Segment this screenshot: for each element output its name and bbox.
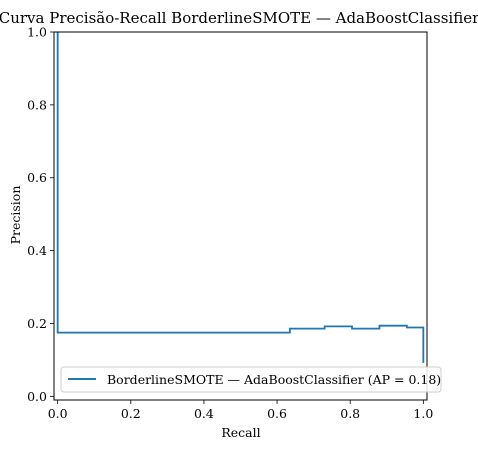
- legend: BorderlineSMOTE — AdaBoostClassifier (AP…: [60, 366, 442, 393]
- y-tick-label: 0.6: [27, 170, 47, 185]
- y-axis-ticks: 0.0 0.2 0.4 0.6 0.8 1.0: [27, 25, 54, 404]
- chart-title: Curva Precisão-Recall BorderlineSMOTE — …: [0, 9, 478, 27]
- x-tick-label: 0.8: [340, 406, 360, 421]
- y-tick-label: 1.0: [27, 25, 47, 40]
- legend-box: [60, 366, 442, 393]
- x-tick-label: 0.2: [121, 406, 141, 421]
- pr-curve-line: [56, 32, 425, 363]
- y-tick-label: 0.8: [27, 97, 47, 112]
- axes-frame: [53, 31, 428, 401]
- y-tick-label: 0.4: [27, 243, 47, 258]
- x-tick-label: 0.0: [48, 406, 68, 421]
- x-tick-label: 0.4: [194, 406, 214, 421]
- x-axis-ticks: 0.0 0.2 0.4 0.6 0.8 1.0: [48, 400, 433, 421]
- x-tick-label: 0.6: [267, 406, 287, 421]
- x-tick-label: 1.0: [413, 406, 433, 421]
- x-axis-label: Recall: [221, 425, 260, 440]
- y-tick-label: 0.0: [27, 389, 47, 404]
- y-tick-label: 0.2: [27, 316, 47, 331]
- legend-entry-label: BorderlineSMOTE — AdaBoostClassifier (AP…: [107, 372, 441, 387]
- plot-area: [56, 32, 425, 363]
- y-axis-label: Precision: [8, 186, 23, 245]
